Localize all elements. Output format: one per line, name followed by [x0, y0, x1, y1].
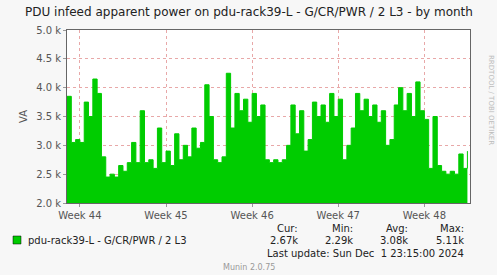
- svg-text:Week 46: Week 46: [230, 210, 273, 221]
- svg-text:Avg:: Avg:: [386, 223, 408, 234]
- svg-text:pdu-rack39-L - G/CR/PWR / 2 L3: pdu-rack39-L - G/CR/PWR / 2 L3: [28, 235, 187, 246]
- svg-text:Cur:: Cur:: [277, 223, 298, 234]
- svg-text:4.5 k: 4.5 k: [36, 53, 61, 64]
- svg-text:Week 45: Week 45: [144, 210, 187, 221]
- svg-text:PDU infeed apparent power on p: PDU infeed apparent power on pdu-rack39-…: [25, 5, 473, 19]
- svg-text:Last update: Sun Dec 1 23:15:: Last update: Sun Dec 1 23:15:00 2024: [267, 248, 464, 259]
- svg-text:Week 44: Week 44: [58, 210, 101, 221]
- svg-text:5.0 k: 5.0 k: [36, 25, 61, 36]
- svg-text:RRDTOOL / TOBI OETIKER: RRDTOOL / TOBI OETIKER: [487, 55, 495, 145]
- svg-text:2.5 k: 2.5 k: [36, 169, 61, 180]
- svg-text:4.0 k: 4.0 k: [36, 82, 61, 93]
- svg-text:3.0 k: 3.0 k: [36, 140, 61, 151]
- svg-text:3.5 k: 3.5 k: [36, 111, 61, 122]
- svg-text:VA: VA: [18, 110, 29, 123]
- svg-text:Munin 2.0.75: Munin 2.0.75: [223, 263, 275, 272]
- svg-text:Max:: Max:: [440, 223, 464, 234]
- svg-text:2.67k: 2.67k: [270, 235, 298, 246]
- svg-text:Week 48: Week 48: [403, 210, 446, 221]
- svg-text:2.29k: 2.29k: [325, 235, 353, 246]
- svg-text:Week 47: Week 47: [317, 210, 360, 221]
- svg-text:Min:: Min:: [332, 223, 353, 234]
- svg-text:5.11k: 5.11k: [436, 235, 464, 246]
- svg-text:2.0 k: 2.0 k: [36, 198, 61, 209]
- svg-text:3.08k: 3.08k: [380, 235, 408, 246]
